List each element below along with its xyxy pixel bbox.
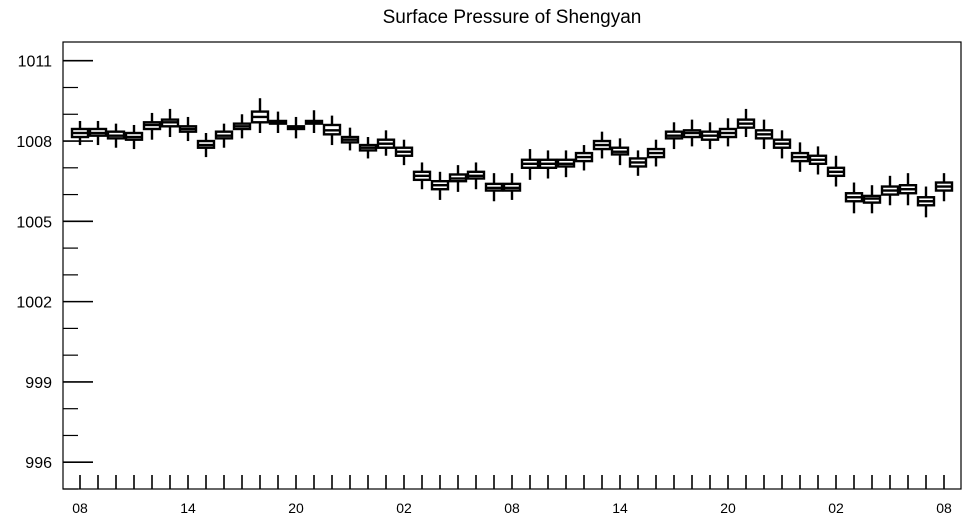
box-item — [736, 108, 756, 138]
box-item — [934, 173, 954, 202]
y-tick-label: 1005 — [16, 214, 52, 231]
box-item — [772, 130, 792, 159]
y-tick-label: 1008 — [16, 134, 52, 151]
x-tick-label: 20 — [288, 500, 304, 516]
x-tick-label: 02 — [828, 500, 844, 516]
box-item — [790, 142, 810, 172]
box-item — [466, 162, 486, 190]
box-item — [484, 173, 504, 202]
box-item — [682, 119, 702, 147]
y-tick-label: 996 — [25, 455, 52, 472]
x-tick-label: 14 — [180, 500, 196, 516]
y-tick-label: 1002 — [16, 295, 52, 312]
x-tick-label: 20 — [720, 500, 736, 516]
box-item — [160, 108, 180, 138]
box-item — [646, 139, 666, 167]
box-item — [880, 175, 900, 206]
box-item — [70, 120, 90, 146]
y-minor-ticks — [63, 86, 78, 490]
box-item — [718, 118, 738, 147]
box-item — [592, 131, 612, 159]
box-item — [412, 162, 432, 190]
box-item — [88, 120, 108, 146]
x-tick-label: 08 — [504, 500, 520, 516]
box-item — [520, 149, 540, 180]
plot-frame — [62, 41, 962, 490]
chart-title: Surface Pressure of Shengyan — [383, 7, 642, 28]
box-item — [358, 137, 378, 159]
x-axis: 08 14 20 02 08 14 20 02 08 — [72, 475, 952, 516]
box-item — [124, 124, 144, 150]
box-item — [430, 171, 450, 200]
x-tick-label: 08 — [936, 500, 952, 516]
box-item — [106, 123, 126, 148]
box-item — [556, 150, 576, 178]
box-item — [808, 146, 828, 175]
box-item — [250, 98, 270, 134]
box-item — [826, 155, 846, 187]
y-tick-label: 1011 — [18, 54, 53, 71]
box-item — [862, 185, 882, 214]
box-item — [394, 139, 414, 166]
box-item — [844, 182, 864, 214]
x-tick-label: 14 — [612, 500, 628, 516]
x-tick-label: 08 — [72, 500, 88, 516]
box-item — [664, 122, 684, 150]
box-item — [286, 116, 306, 139]
box-item — [196, 133, 216, 158]
box-item — [610, 138, 630, 166]
y-tick-label: 999 — [25, 375, 52, 392]
box-item — [142, 112, 162, 140]
box-item — [538, 150, 558, 179]
box-item — [304, 110, 324, 134]
box-item — [916, 186, 936, 218]
box-item — [268, 111, 288, 134]
y-axis: 996 999 1002 1005 1008 1011 — [16, 54, 93, 472]
box-item — [448, 165, 468, 192]
box-item — [628, 150, 648, 176]
box-series — [70, 98, 954, 218]
box-item — [754, 119, 774, 150]
x-tick-label: 02 — [396, 500, 412, 516]
box-item — [214, 123, 234, 148]
box-item — [376, 130, 396, 156]
box-item — [178, 116, 198, 142]
box-item — [700, 122, 720, 150]
box-item — [340, 127, 360, 151]
box-item — [502, 173, 522, 200]
box-item — [898, 173, 918, 206]
box-item — [322, 115, 342, 146]
box-item — [574, 145, 594, 171]
box-item — [232, 114, 252, 139]
